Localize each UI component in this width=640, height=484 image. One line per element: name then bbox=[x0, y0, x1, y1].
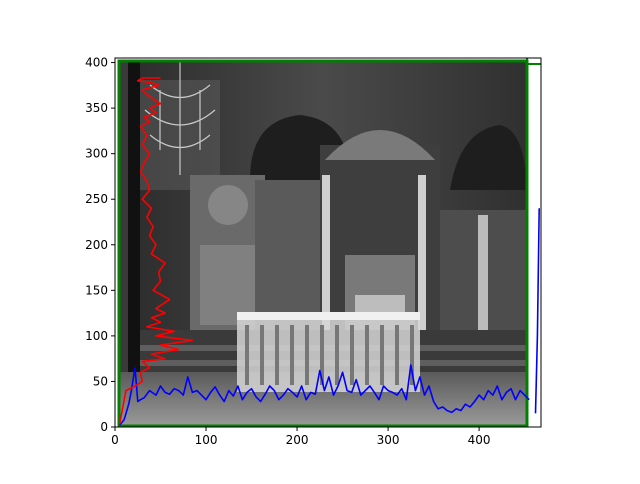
series-line-3 bbox=[118, 77, 194, 425]
series-line-2 bbox=[534, 208, 540, 414]
y-tick-label: 200 bbox=[85, 238, 108, 252]
series-layer bbox=[118, 77, 540, 426]
axes-frame bbox=[114, 57, 542, 428]
background-photograph bbox=[118, 61, 527, 426]
y-axis-ticks: 0 50 100 150 200 250 300 350 400 bbox=[85, 56, 115, 434]
y-tick-label: 250 bbox=[85, 192, 108, 206]
series-line-1 bbox=[118, 364, 530, 426]
x-axis-ticks: 0 100 200 300 400 bbox=[111, 427, 491, 447]
y-tick-label: 50 bbox=[93, 374, 108, 388]
x-tick-label: 300 bbox=[377, 433, 400, 447]
y-tick-label: 150 bbox=[85, 283, 108, 297]
y-tick-label: 0 bbox=[100, 420, 108, 434]
x-tick-label: 100 bbox=[195, 433, 218, 447]
y-tick-label: 400 bbox=[85, 56, 108, 70]
x-tick-label: 400 bbox=[468, 433, 491, 447]
x-tick-label: 0 bbox=[111, 433, 119, 447]
y-tick-label: 300 bbox=[85, 147, 108, 161]
y-tick-label: 100 bbox=[85, 329, 108, 343]
x-tick-label: 200 bbox=[286, 433, 309, 447]
y-tick-label: 350 bbox=[85, 101, 108, 115]
